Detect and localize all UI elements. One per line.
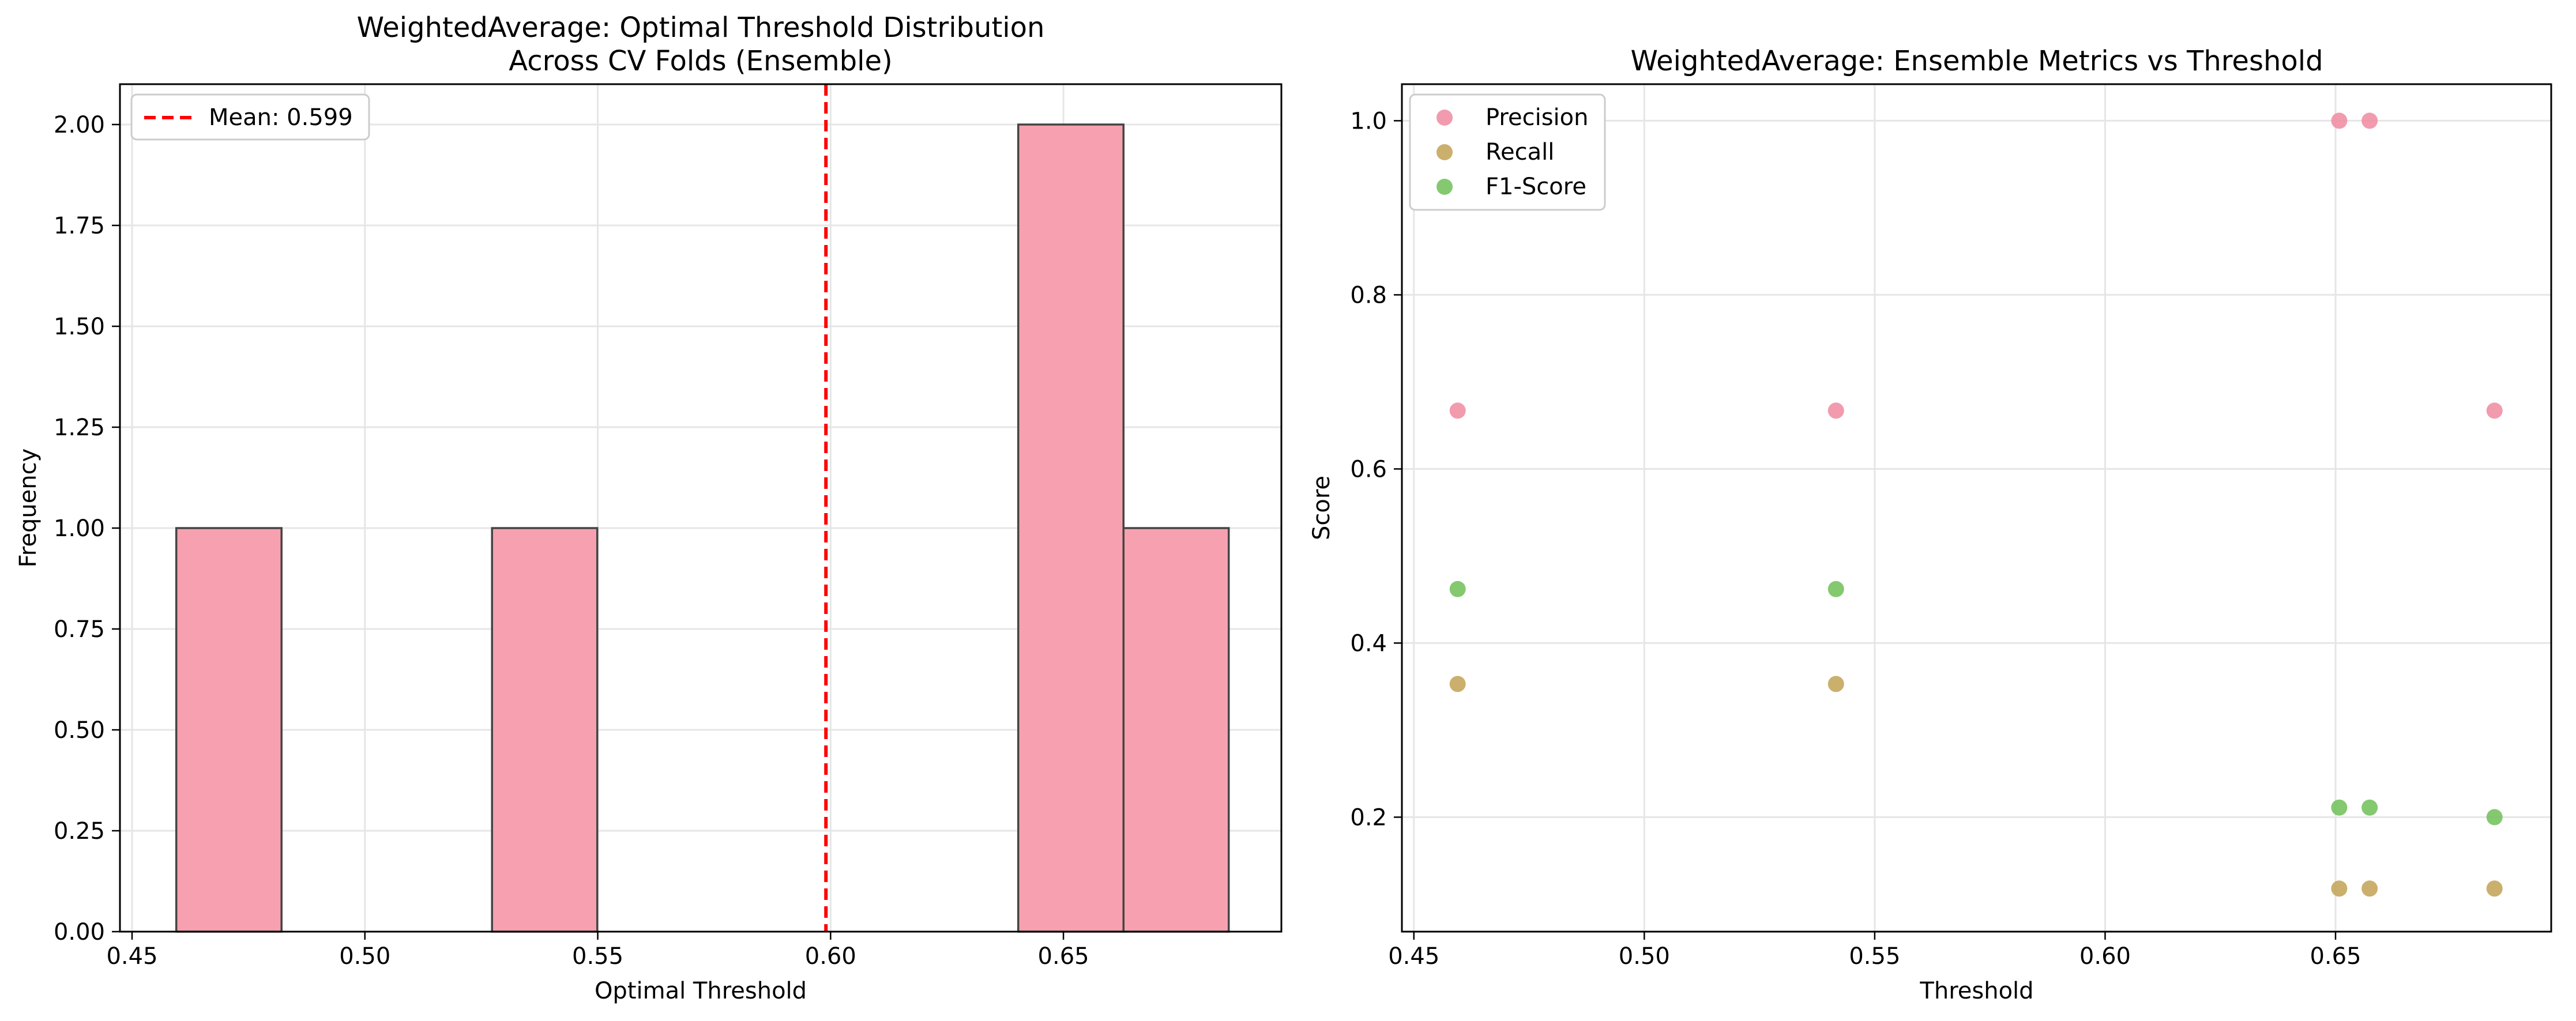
scatter-x-tick-label: 0.55 xyxy=(1849,943,1900,970)
histogram-bar xyxy=(1017,123,1125,933)
legend-f1-label: F1-Score xyxy=(1486,174,1586,200)
scatter-y-tick-label: 0.2 xyxy=(1350,804,1387,831)
histogram-title-line-1: WeightedAverage: Optimal Threshold Distr… xyxy=(357,12,1045,44)
histogram-y-tick-label: 0.25 xyxy=(54,818,105,845)
f1-score-point xyxy=(2331,799,2348,816)
scatter-panel: WeightedAverage: Ensemble Metrics vs Thr… xyxy=(1308,45,2552,1004)
precision-point xyxy=(2361,112,2378,129)
histogram-legend-mean-label: Mean: 0.599 xyxy=(209,104,353,131)
recall-point xyxy=(2486,880,2503,897)
scatter-x-axis-label: Threshold xyxy=(1919,978,2033,1004)
precision-point xyxy=(2486,402,2503,419)
scatter-y-tick-label: 1.0 xyxy=(1350,108,1387,134)
legend-recall-label: Recall xyxy=(1486,139,1554,165)
histogram-x-tick-label: 0.60 xyxy=(805,943,856,970)
recall-point xyxy=(2331,880,2348,897)
histogram-y-tick-label: 0.00 xyxy=(54,919,105,945)
legend-precision-marker xyxy=(1436,110,1453,126)
scatter-x-tick-label: 0.60 xyxy=(2079,943,2131,970)
f1-score-point xyxy=(2361,799,2378,816)
histogram-y-tick-label: 0.75 xyxy=(54,616,105,643)
histogram-y-tick-label: 1.75 xyxy=(54,213,105,239)
precision-point xyxy=(1827,402,1844,419)
scatter-grid xyxy=(1402,84,2551,932)
histogram-axes-frame xyxy=(119,83,1283,933)
scatter-y-tick-label: 0.6 xyxy=(1350,456,1387,483)
scatter-x-tick-label: 0.45 xyxy=(1388,943,1439,970)
histogram-bar xyxy=(1122,527,1230,933)
recall-point xyxy=(1827,676,1844,692)
histogram-x-tick-label: 0.50 xyxy=(339,943,390,970)
scatter-y-tick-label: 0.8 xyxy=(1350,282,1387,308)
legend-f1-marker xyxy=(1436,179,1453,195)
histogram-x-tick-label: 0.45 xyxy=(106,943,157,970)
histogram-y-axis-label: Frequency xyxy=(15,449,42,568)
histogram-legend: Mean: 0.599 xyxy=(130,93,370,141)
scatter-title: WeightedAverage: Ensemble Metrics vs Thr… xyxy=(1630,45,2323,77)
scatter-ticks: 0.45 0.50 0.55 0.60 0.65 0.2 0.4 0.6 0.8 1.0 xyxy=(1350,108,2361,970)
histogram-ticks: 0.45 0.50 0.55 0.60 0.65 0.00 0.25 0.50 0.75 1.00… xyxy=(54,112,1089,970)
recall-point xyxy=(2361,880,2378,897)
f1-score-point xyxy=(1827,581,1844,597)
histogram-y-tick-label: 1.50 xyxy=(54,314,105,340)
recall-point xyxy=(1449,676,1466,692)
scatter-x-tick-label: 0.65 xyxy=(2310,943,2361,970)
histogram-y-tick-label: 0.50 xyxy=(54,717,105,744)
scatter-points xyxy=(1449,112,2503,897)
histogram-y-tick-label: 2.00 xyxy=(54,112,105,138)
legend-precision-label: Precision xyxy=(1486,104,1588,131)
scatter-y-axis-label: Score xyxy=(1308,476,1335,540)
histogram-x-axis-label: Optimal Threshold xyxy=(595,978,807,1004)
scatter-x-tick-label: 0.50 xyxy=(1619,943,1670,970)
histogram-x-tick-label: 0.65 xyxy=(1038,943,1089,970)
histogram-y-tick-label: 1.00 xyxy=(54,515,105,542)
scatter-y-tick-label: 0.4 xyxy=(1350,630,1387,657)
f1-score-point xyxy=(1449,581,1466,597)
scatter-axes-frame xyxy=(1401,83,2552,933)
precision-point xyxy=(2331,112,2348,129)
histogram-bar xyxy=(491,527,599,933)
scatter-legend-box xyxy=(1409,93,1606,211)
histogram-title-line-2: Across CV Folds (Ensemble) xyxy=(509,45,892,77)
histogram-bars xyxy=(175,123,1230,933)
legend-recall-marker xyxy=(1436,144,1453,160)
f1-score-point xyxy=(2486,809,2503,826)
histogram-legend-box xyxy=(130,93,370,141)
histogram-panel: WeightedAverage: Optimal Threshold Distr… xyxy=(15,12,1283,1004)
precision-point xyxy=(1449,402,1466,419)
scatter-legend: Precision Recall F1-Score xyxy=(1409,93,1606,211)
histogram-y-tick-label: 1.25 xyxy=(54,415,105,441)
histogram-bar xyxy=(175,527,283,933)
histogram-x-tick-label: 0.55 xyxy=(572,943,623,970)
